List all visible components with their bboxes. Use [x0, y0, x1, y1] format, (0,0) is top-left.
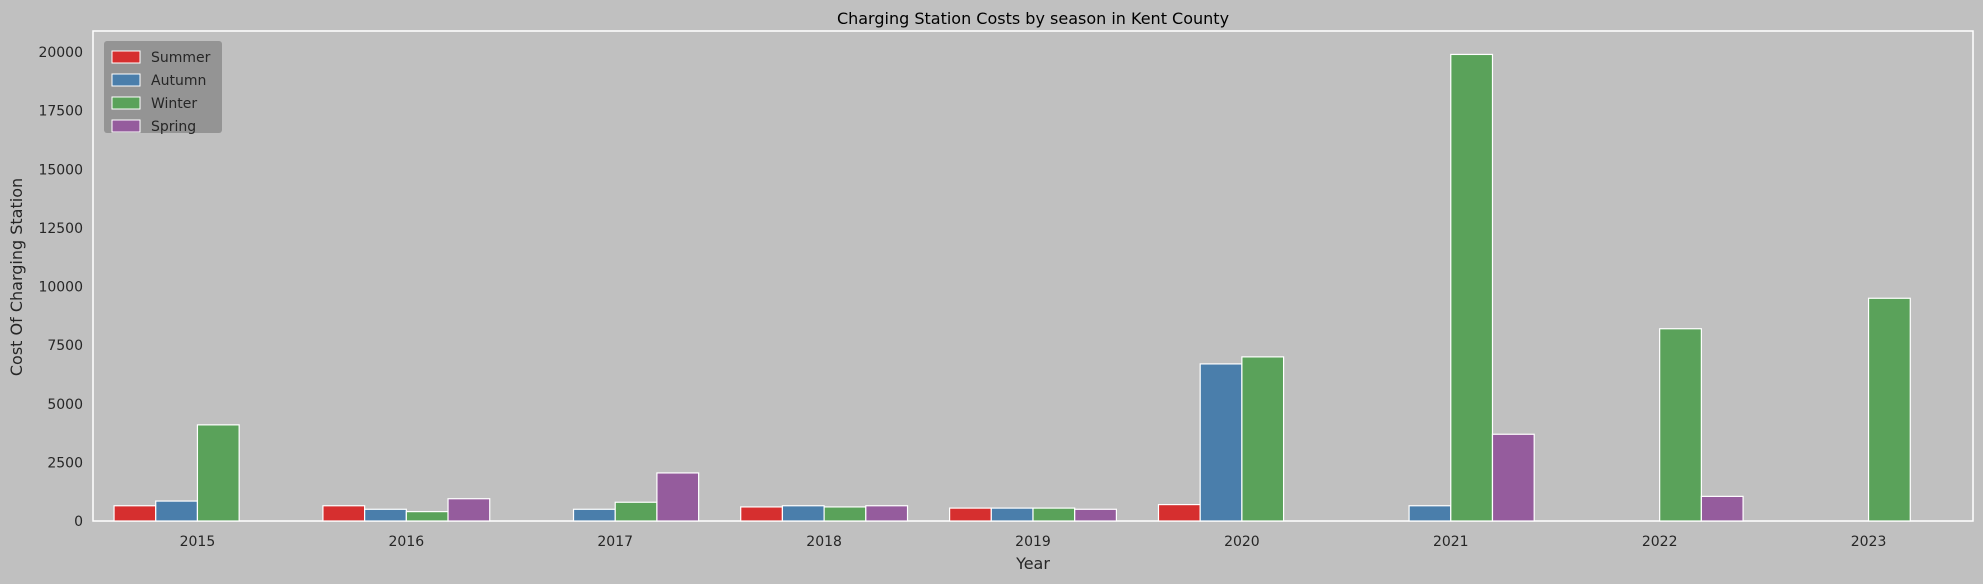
- y-tick-label: 15000: [38, 162, 83, 178]
- legend-box: [104, 41, 222, 133]
- x-tick-label: 2018: [806, 534, 842, 550]
- legend: Summer Autumn Winter Spring: [104, 41, 222, 135]
- y-axis: 0 2500 5000 7500 10000 12500 15000 17500 20000: [38, 45, 83, 530]
- bar-winter-2016: [405, 511, 449, 522]
- bar-winter-2018: [823, 506, 867, 522]
- bar-winter-2022: [1659, 328, 1702, 522]
- chart-title: Charging Station Costs by season in Kent…: [837, 9, 1229, 28]
- y-tick-label: 10000: [38, 280, 83, 296]
- legend-swatch-summer: [111, 50, 141, 64]
- y-tick-label: 12500: [38, 221, 83, 237]
- bar-autumn-2016: [364, 508, 407, 522]
- bar-autumn-2018: [781, 505, 825, 522]
- bar-spring-2022: [1700, 495, 1744, 522]
- x-axis-label: Year: [1015, 554, 1050, 573]
- y-tick-label: 0: [74, 514, 83, 530]
- bar-spring-2016: [447, 498, 491, 522]
- y-tick-label: 2500: [47, 455, 83, 471]
- y-tick-label: 7500: [47, 338, 83, 354]
- bar-autumn-2021: [1408, 505, 1452, 522]
- legend-swatch-autumn: [111, 73, 141, 87]
- bar-summer-2015: [113, 505, 157, 522]
- x-tick-label: 2016: [389, 534, 425, 550]
- bar-spring-2021: [1491, 433, 1535, 522]
- bar-autumn-2017: [572, 508, 616, 522]
- bars: [113, 53, 1911, 522]
- bar-summer-2020: [1157, 503, 1201, 522]
- bar-summer-2019: [948, 507, 992, 522]
- bar-winter-2023: [1867, 297, 1911, 522]
- bar-winter-2019: [1032, 507, 1076, 522]
- x-tick-label: 2021: [1433, 534, 1469, 550]
- bar-spring-2019: [1074, 508, 1117, 522]
- bar-winter-2015: [196, 424, 240, 522]
- legend-label-autumn: Autumn: [151, 73, 206, 89]
- bar-winter-2020: [1241, 356, 1285, 522]
- bar-winter-2021: [1450, 53, 1494, 522]
- x-axis: 2015 2016 2017 2018 2019 2020 2021 2022 2023: [180, 534, 1887, 550]
- x-tick-label: 2015: [180, 534, 216, 550]
- x-tick-label: 2022: [1642, 534, 1678, 550]
- bar-summer-2016: [322, 505, 366, 522]
- bar-autumn-2019: [990, 507, 1034, 522]
- legend-label-summer: Summer: [151, 50, 211, 66]
- x-tick-label: 2017: [597, 534, 633, 550]
- bar-spring-2018: [865, 505, 909, 522]
- legend-label-winter: Winter: [151, 96, 197, 112]
- bar-autumn-2020: [1199, 363, 1243, 522]
- bar-autumn-2015: [155, 500, 199, 522]
- legend-swatch-spring: [111, 119, 141, 133]
- x-tick-label: 2019: [1015, 534, 1051, 550]
- y-tick-label: 5000: [47, 397, 83, 413]
- y-axis-label: Cost Of Charging Station: [7, 178, 26, 376]
- bar-winter-2017: [614, 501, 658, 522]
- bar-summer-2018: [740, 506, 784, 522]
- y-tick-label: 20000: [38, 45, 83, 61]
- legend-label-spring: Spring: [151, 119, 196, 135]
- y-tick-label: 17500: [38, 104, 83, 120]
- bar-spring-2017: [656, 472, 700, 522]
- legend-swatch-winter: [111, 96, 141, 110]
- x-tick-label: 2020: [1224, 534, 1260, 550]
- x-tick-label: 2023: [1851, 534, 1887, 550]
